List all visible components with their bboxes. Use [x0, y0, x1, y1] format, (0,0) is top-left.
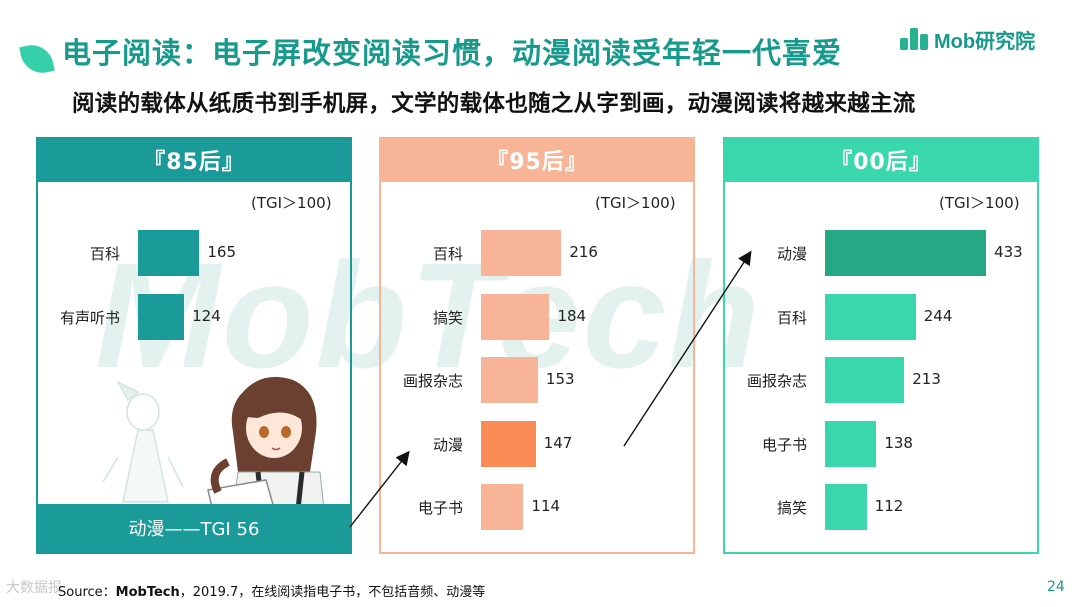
panel-85-body: (TGI＞100) 百科 165 有声听书 124 动漫——TGI 56 — [36, 182, 352, 554]
category-label: 有声听书 — [59, 308, 120, 327]
bar — [138, 293, 185, 340]
category-label: 百科 — [432, 245, 463, 263]
category-label: 动漫 — [776, 245, 807, 263]
value-label: 184 — [557, 306, 587, 325]
category-label: 动漫 — [432, 435, 463, 454]
category-label: 百科 — [776, 308, 807, 327]
value-label: 147 — [543, 433, 573, 452]
source-note: Source：MobTech，2019.7，在线阅读指电子书，不包括音频、动漫等 — [58, 581, 485, 600]
bar — [825, 230, 987, 276]
panel-85-footer: 动漫——TGI 56 — [38, 504, 350, 552]
logo-text: Mob研究院 — [934, 30, 1036, 53]
bar — [481, 357, 538, 403]
panel-85-header: 『85后』 — [36, 137, 352, 182]
tgi-note: (TGI＞100) — [251, 194, 332, 212]
panel-95-header: 『95后』 — [379, 137, 695, 182]
category-label: 搞笑 — [776, 499, 807, 517]
category-label: 电子书 — [761, 435, 807, 454]
value-label: 244 — [923, 306, 953, 325]
category-label: 画报杂志 — [746, 372, 807, 390]
corner-watermark: 大数据报 — [6, 580, 62, 596]
tgi-note: (TGI＞100) — [595, 194, 676, 212]
value-label: 153 — [545, 370, 575, 388]
source-prefix: Source： — [58, 585, 116, 600]
category-label: 电子书 — [417, 499, 463, 517]
bar — [481, 230, 562, 276]
bar — [138, 230, 200, 276]
panel-00-body: (TGI＞100) 动漫 433 百科 244 画报杂志 213 电子书 138 搞笑 112 — [723, 182, 1039, 554]
page-subtitle: 阅读的载体从纸质书到手机屏，文学的载体也随之从字到画，动漫阅读将越来越主流 — [72, 91, 916, 117]
category-label: 百科 — [89, 245, 120, 263]
value-label: 213 — [912, 370, 941, 388]
source-brand: MobTech — [115, 585, 180, 600]
value-label: 124 — [192, 306, 221, 325]
panel-85: 『85后』 (TGI＞100) 百科 165 有声听书 124 动漫——TGI 56 — [36, 137, 352, 554]
leaf-icon — [19, 41, 55, 77]
bar — [825, 484, 867, 530]
page-number: 24 — [1047, 579, 1065, 595]
value-label: 114 — [531, 497, 561, 515]
bar — [481, 484, 524, 530]
bar — [825, 293, 916, 340]
category-label: 画报杂志 — [402, 372, 463, 390]
bar — [825, 357, 905, 403]
mob-logo-icon — [900, 28, 930, 50]
panel-00-header: 『00后』 — [723, 137, 1039, 182]
panel-95-body: (TGI＞100) 百科 216 搞笑 184 画报杂志 153 动漫 147 电子书 114 — [379, 182, 695, 554]
bar — [481, 293, 550, 340]
value-label: 112 — [874, 497, 904, 515]
page-title: 电子阅读：电子屏改变阅读习惯，动漫阅读受年轻一代喜爱 — [62, 36, 843, 70]
category-label: 搞笑 — [432, 308, 463, 327]
panel-00: 『00后』 (TGI＞100) 动漫 433 百科 244 画报杂志 213 电子书 138 搞… — [723, 137, 1039, 554]
value-label: 216 — [569, 243, 598, 261]
value-label: 165 — [207, 243, 237, 261]
tgi-note: (TGI＞100) — [939, 194, 1020, 212]
source-detail: ，2019.7，在线阅读指电子书，不包括音频、动漫等 — [179, 585, 486, 600]
panel-95: 『95后』 (TGI＞100) 百科 216 搞笑 184 画报杂志 153 动漫 147 电子… — [379, 137, 695, 554]
mob-logo: Mob研究院 — [900, 26, 1036, 53]
value-label: 138 — [884, 433, 913, 452]
bar — [825, 420, 877, 467]
value-label: 433 — [994, 243, 1023, 261]
bar — [481, 420, 536, 467]
